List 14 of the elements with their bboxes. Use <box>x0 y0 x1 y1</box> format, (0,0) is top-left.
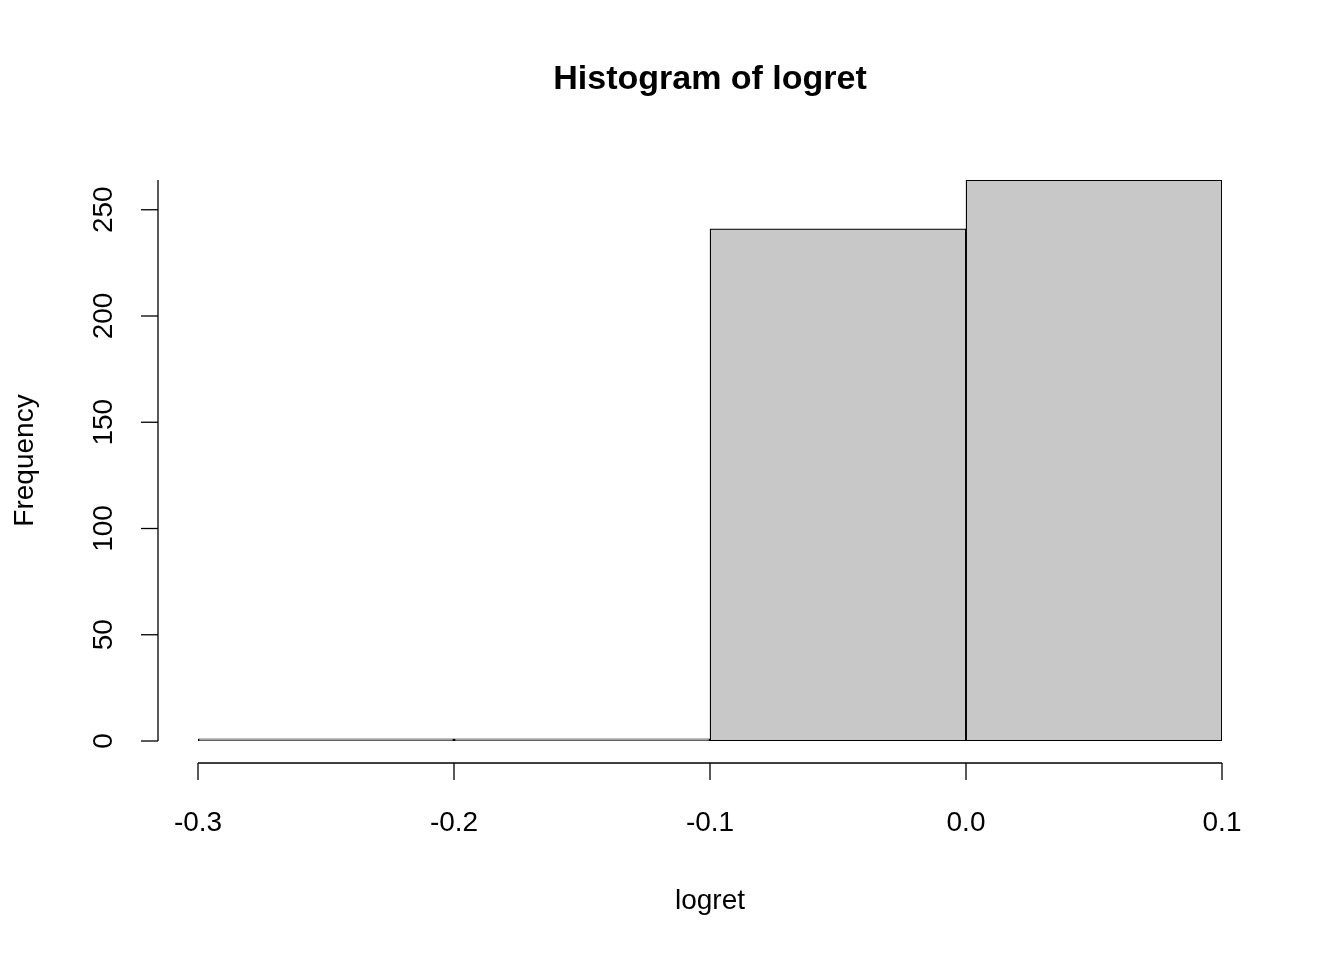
y-tick-label: 200 <box>86 292 118 340</box>
y-tick-label: 250 <box>86 186 118 234</box>
x-axis-title: logret <box>674 883 746 915</box>
y-axis-title: Frequency <box>7 394 39 527</box>
y-tick-label: 50 <box>86 619 118 651</box>
x-tick-label: 0.0 <box>946 805 986 837</box>
x-tick-label: 0.1 <box>1202 805 1242 837</box>
chart-title: Histogram of logret <box>553 58 867 97</box>
x-tick-label: -0.1 <box>685 805 735 837</box>
y-tick-label: 150 <box>86 398 118 446</box>
y-tick-label: 0 <box>86 733 118 749</box>
y-tick-label: 100 <box>86 505 118 552</box>
x-tick-label: -0.3 <box>173 805 223 837</box>
x-tick-label: -0.2 <box>429 805 479 837</box>
